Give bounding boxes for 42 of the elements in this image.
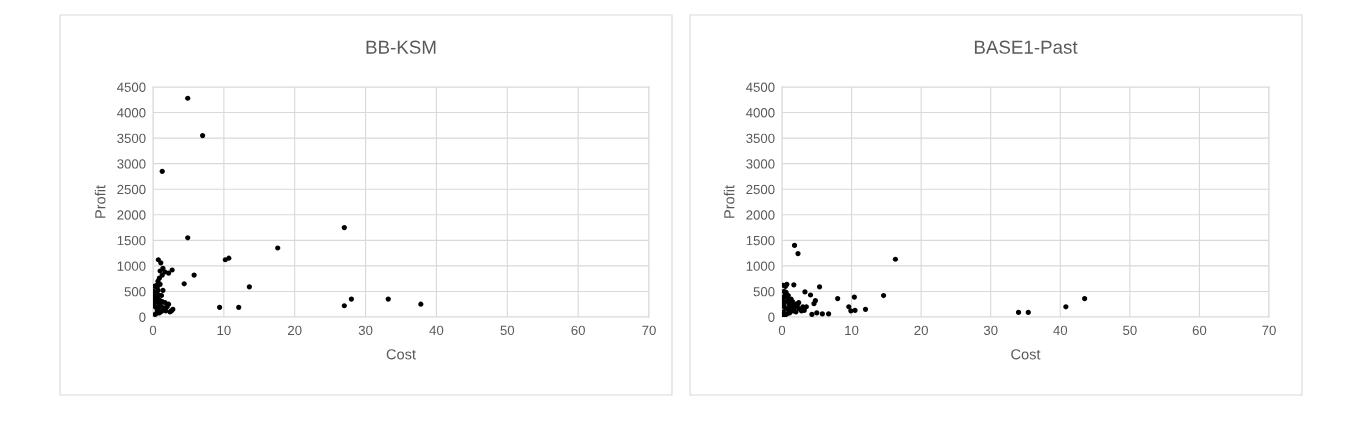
y-tick-label: 1500 [117,235,146,246]
x-tick-label: 60 [1192,325,1207,336]
y-tick-label: 1000 [746,261,775,271]
x-tick-label: 40 [1053,325,1068,336]
y-tick-label: 2500 [117,184,146,195]
y-tick-label: 3000 [746,159,775,169]
y-tick-label: 4000 [117,108,146,118]
y-tick-label: 500 [124,287,146,297]
chart-title: BB-KSM [366,40,436,54]
x-tick-label: 50 [1123,325,1137,336]
x-tick-label: 50 [500,325,515,336]
y-tick-label: 4000 [746,108,775,118]
y-tick-label: 2500 [746,184,775,195]
x-tick-label: 0 [778,325,786,336]
y-tick-label: 0 [768,312,775,322]
y-tick-label: 3500 [746,133,775,144]
y-tick-label: 4500 [746,82,775,92]
y-tick-label: 1500 [746,235,775,246]
y-tick-label: 1000 [117,261,146,271]
x-tick-label: 60 [571,325,585,336]
x-axis-title: Cost [1011,349,1041,360]
y-tick-label: 500 [753,287,775,297]
y-tick-label: 4500 [117,82,146,92]
x-tick-label: 10 [217,325,231,336]
x-axis-title: Cost [386,349,416,360]
x-tick-label: 20 [288,325,302,336]
chart-title: BASE1-Past [974,40,1078,54]
y-axis-title: Profit [94,185,106,218]
x-tick-label: 0 [149,325,157,336]
x-tick-label: 20 [914,325,928,336]
y-tick-label: 0 [139,312,146,322]
y-tick-label: 3500 [117,133,146,144]
x-tick-label: 30 [983,325,998,336]
y-tick-label: 2000 [117,210,146,220]
x-tick-label: 70 [1262,325,1276,336]
y-tick-label: 3000 [117,159,146,169]
x-tick-label: 30 [358,325,373,336]
x-tick-label: 10 [845,325,859,336]
x-tick-label: 40 [429,325,444,336]
y-tick-label: 2000 [746,210,775,220]
x-tick-label: 70 [642,325,656,336]
y-axis-title: Profit [723,185,735,218]
